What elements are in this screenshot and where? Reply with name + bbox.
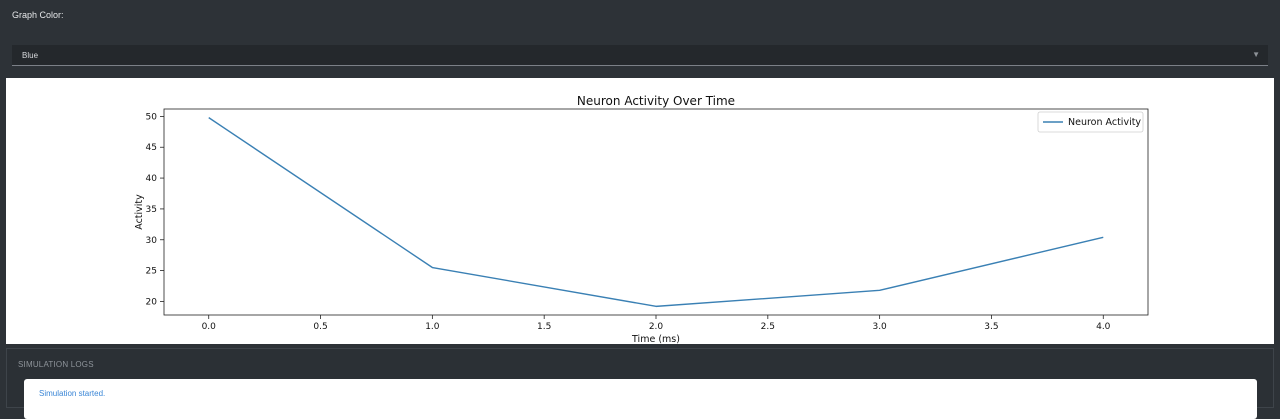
x-axis-label: Time (ms) bbox=[631, 334, 680, 344]
x-tick-label: 4.0 bbox=[1096, 322, 1111, 332]
x-tick-label: 1.5 bbox=[537, 322, 551, 332]
log-entry: Simulation started. bbox=[39, 389, 105, 398]
plot-area bbox=[164, 109, 1148, 315]
y-tick-label: 25 bbox=[146, 267, 157, 277]
x-tick-label: 1.0 bbox=[425, 322, 440, 332]
x-tick-label: 0.0 bbox=[202, 322, 217, 332]
x-tick-label: 0.5 bbox=[313, 322, 327, 332]
series-line-neuron-activity bbox=[209, 118, 1104, 307]
chart-title: Neuron Activity Over Time bbox=[577, 94, 735, 108]
graph-color-label: Graph Color: bbox=[12, 10, 64, 20]
simulation-logs-title: SIMULATION LOGS bbox=[18, 360, 94, 369]
x-tick-label: 2.0 bbox=[649, 322, 664, 332]
graph-color-select-value: Blue bbox=[22, 51, 38, 60]
y-axis-label: Activity bbox=[134, 194, 145, 230]
x-tick-label: 2.5 bbox=[761, 322, 775, 332]
simulation-logs-panel: SIMULATION LOGS Simulation started. bbox=[6, 348, 1274, 408]
neuron-activity-chart: Neuron Activity Over Time 0.0 0.5 1.0 1.5 2.… bbox=[6, 78, 1274, 344]
y-tick-label: 40 bbox=[146, 174, 158, 184]
graph-color-select[interactable]: Blue ▼ bbox=[12, 45, 1268, 66]
y-tick-label: 20 bbox=[146, 297, 158, 307]
y-tick-label: 35 bbox=[146, 205, 157, 215]
y-tick-label: 50 bbox=[146, 112, 158, 122]
legend-label: Neuron Activity bbox=[1068, 117, 1141, 128]
chart-panel: Neuron Activity Over Time 0.0 0.5 1.0 1.5 2.… bbox=[6, 78, 1274, 344]
y-tick-label: 30 bbox=[146, 236, 158, 246]
x-tick-label: 3.0 bbox=[872, 322, 887, 332]
chevron-down-icon: ▼ bbox=[1252, 50, 1260, 59]
legend: Neuron Activity bbox=[1038, 112, 1143, 132]
y-tick-label: 45 bbox=[146, 143, 157, 153]
x-tick-label: 3.5 bbox=[984, 322, 998, 332]
log-box: Simulation started. bbox=[24, 379, 1257, 419]
